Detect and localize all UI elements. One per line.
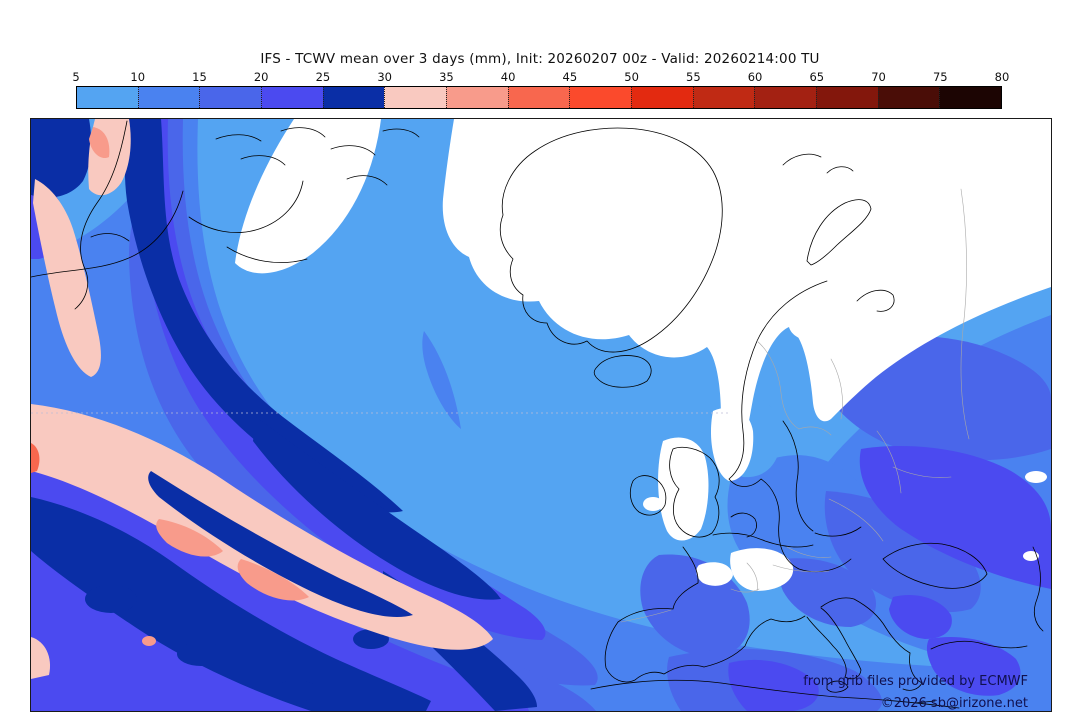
colorbar-tick-15: 15 [192,70,207,84]
colorbar-segment-60-65 [754,87,817,108]
colorbar-segment-30-35 [384,87,447,108]
colorbar-tick-45: 45 [562,70,578,84]
colorbar-tick-40: 40 [500,70,516,84]
country-borders [620,188,970,623]
colorbar-tick-75: 75 [932,70,948,84]
colorbar-tick-35: 35 [439,70,454,84]
fill-35-40 [89,127,309,646]
colorbar-tick-70: 70 [871,70,886,84]
attribution-copyright: ©2026 sb@irizone.net [880,696,1028,711]
colorbar-segment-65-70 [816,87,878,108]
colorbar-segment-35-40 [446,87,508,108]
colorbar-segment-15-20 [199,87,262,108]
colorbar-ticks: 5 10 15 20 25 30 35 40 45 50 55 60 65 70 75 80 [72,70,1009,86]
fill-40-45 [31,443,40,473]
page-title: IFS - TCWV mean over 3 days (mm), Init: … [260,51,820,67]
colorbar-segment-25-30 [322,87,385,108]
colorbar-tick-5: 5 [72,70,80,84]
fill-25-30-split [148,471,414,617]
colorbar-segment-45-50 [569,87,632,108]
colorbar-tick-20: 20 [253,70,269,84]
colorbar-tick-80: 80 [994,70,1010,84]
colorbar-bar [76,86,1002,109]
colorbar: 5 10 15 20 25 30 35 40 45 50 55 60 65 70 75 80 [72,70,1009,112]
attribution-source: from grib files provided by ECMWF [803,674,1028,689]
colorbar-segment-5-10 [77,87,138,108]
colorbar-segment-40-45 [507,87,570,108]
fill-30-35 [31,119,493,679]
map-frame [30,118,1052,712]
tcwv-contour-map [31,119,1051,711]
colorbar-tick-25: 25 [315,70,331,84]
colorbar-tick-50: 50 [624,70,639,84]
colorbar-tick-55: 55 [686,70,701,84]
coastlines [31,120,1044,709]
colorbar-segment-55-60 [692,87,755,108]
colorbar-tick-60: 60 [747,70,763,84]
colorbar-tick-10: 10 [130,70,146,84]
colorbar-segment-20-25 [261,87,323,108]
colorbar-tick-30: 30 [377,70,392,84]
colorbar-segment-50-55 [631,87,693,108]
colorbar-segment-10-15 [137,87,200,108]
colorbar-segment-70-75 [877,87,940,108]
colorbar-tick-65: 65 [809,70,825,84]
colorbar-segment-75-80 [939,87,1002,108]
